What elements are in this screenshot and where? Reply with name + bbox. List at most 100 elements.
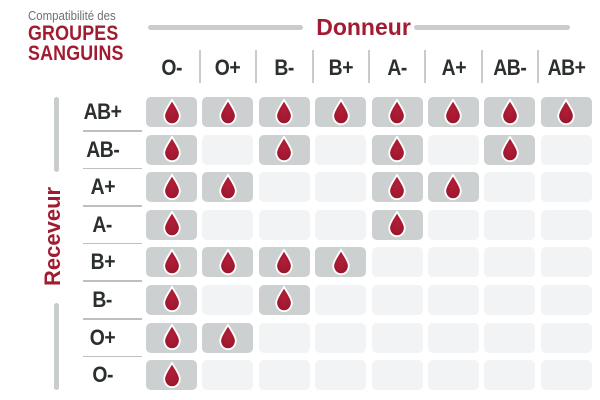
cell-AB--from-AB- (484, 134, 536, 165)
blood-drop-icon (501, 98, 519, 125)
cell-B--from-AB+ (540, 284, 592, 315)
blood-drop-icon (444, 173, 463, 200)
blood-drop-icon (162, 361, 181, 388)
donor-axis-label: Donneur (316, 14, 411, 40)
cell-A+-from-O- (146, 172, 197, 203)
blood-drop-icon (388, 211, 406, 238)
blood-drop-icon (219, 173, 237, 200)
cell-B--from-O+ (202, 284, 254, 315)
cell-B--from-O- (146, 284, 197, 315)
cell-AB+-from-AB- (484, 97, 536, 127)
cell-B+-from-A- (371, 247, 423, 278)
receiver-label-text: O- (92, 362, 113, 388)
receiver-labels: AB+ AB- A+ A- B+ B- O+ O- (62, 97, 143, 390)
cell-A+-from-O+ (202, 172, 254, 203)
receiver-label-text: A+ (90, 174, 115, 200)
blood-drop-icon (162, 98, 181, 125)
chart-title-line2: SANGUINS (28, 42, 124, 65)
donor-header-A-: A- (372, 50, 427, 86)
cell-O--from-A- (371, 360, 423, 391)
blood-drop-icon (162, 286, 181, 313)
cell-AB--from-A+ (427, 134, 479, 165)
cell-A+-from-AB+ (540, 172, 592, 203)
donor-header-A+: A+ (428, 50, 483, 86)
cell-A+-from-AB- (484, 172, 536, 203)
blood-drop-icon (557, 98, 575, 125)
blood-drop-icon (162, 323, 181, 351)
cell-AB--from-B+ (315, 134, 367, 165)
blood-drop-icon (275, 135, 293, 163)
cell-B--from-B- (258, 284, 310, 315)
donor-header-label: O- (161, 55, 182, 80)
cell-AB+-from-AB+ (540, 97, 592, 127)
cell-A+-from-A+ (427, 172, 479, 203)
blood-drop-icon (162, 135, 181, 163)
blood-drop-icon (331, 248, 350, 275)
receiver-label-O-: O- (62, 360, 143, 390)
blood-drop-icon (275, 98, 293, 125)
cell-O--from-O+ (202, 360, 254, 391)
cell-B--from-B+ (315, 284, 367, 315)
cell-B--from-A- (371, 284, 423, 315)
cell-B+-from-O+ (202, 247, 254, 278)
receiver-label-text: AB+ (83, 99, 122, 124)
chart-title-line1: GROUPES (28, 22, 119, 45)
cell-A--from-A- (371, 209, 423, 240)
cell-O--from-A+ (427, 360, 479, 391)
blood-drop-icon (331, 98, 350, 125)
cell-A+-from-B- (258, 172, 310, 203)
blood-drop-icon (162, 211, 181, 238)
receiver-axis-line-top (54, 97, 59, 172)
donor-header-label: A- (387, 55, 407, 80)
cell-AB--from-B- (258, 134, 310, 165)
cell-A--from-O- (146, 209, 197, 240)
blood-drop-icon (275, 286, 293, 313)
cell-AB+-from-B- (258, 97, 310, 127)
cell-O--from-AB- (484, 360, 536, 391)
cell-AB+-from-O- (146, 97, 197, 127)
cell-B+-from-AB+ (540, 247, 592, 278)
receiver-label-text: B+ (90, 249, 115, 275)
blood-drop-icon (162, 248, 181, 275)
cell-O+-from-A- (371, 322, 423, 353)
donor-header-label: A+ (441, 55, 466, 80)
cell-O+-from-AB+ (540, 322, 592, 353)
receiver-label-AB-: AB- (62, 135, 143, 170)
cell-O--from-B- (258, 360, 310, 391)
cell-A--from-B- (258, 209, 310, 240)
receiver-label-AB+: AB+ (62, 97, 143, 132)
cell-B+-from-O- (146, 247, 197, 278)
blood-drop-icon (219, 98, 237, 125)
blood-drop-icon (388, 135, 406, 163)
receiver-label-text: B- (92, 286, 113, 312)
blood-drop-icon (219, 323, 237, 351)
cell-A--from-B+ (315, 209, 367, 240)
cell-AB+-from-O+ (202, 97, 254, 127)
receiver-axis-line-bottom (54, 303, 59, 390)
cell-B+-from-A+ (427, 247, 479, 278)
receiver-label-B+: B+ (62, 247, 143, 282)
donor-header-O-: O- (146, 50, 201, 86)
donor-header-O+: O+ (202, 50, 258, 86)
receiver-label-O+: O+ (62, 323, 143, 358)
blood-drop-icon (275, 248, 293, 275)
cell-A--from-AB+ (540, 209, 592, 240)
cell-A--from-AB- (484, 209, 536, 240)
blood-drop-icon (501, 135, 519, 163)
receiver-label-text: O+ (89, 324, 116, 350)
cell-A--from-A+ (427, 209, 479, 240)
cell-O--from-B+ (315, 360, 367, 391)
cell-AB--from-A- (371, 134, 423, 165)
cell-AB+-from-A+ (427, 97, 479, 127)
receiver-label-A+: A+ (62, 172, 143, 207)
cell-O+-from-O+ (202, 322, 254, 353)
cell-AB--from-O+ (202, 134, 254, 165)
donor-header-B-: B- (259, 50, 314, 86)
donor-header-label: B- (274, 55, 295, 80)
cell-A--from-O+ (202, 209, 254, 240)
cell-AB+-from-B+ (315, 97, 367, 127)
cell-O+-from-AB- (484, 322, 536, 353)
cell-A+-from-B+ (315, 172, 367, 203)
cell-O+-from-B+ (315, 322, 367, 353)
